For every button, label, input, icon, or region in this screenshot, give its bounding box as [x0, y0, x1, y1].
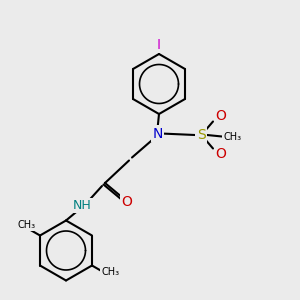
Text: CH₃: CH₃ [18, 220, 36, 230]
Text: CH₃: CH₃ [224, 131, 242, 142]
Text: O: O [215, 148, 226, 161]
Text: NH: NH [73, 199, 92, 212]
Text: S: S [196, 128, 206, 142]
Text: O: O [122, 196, 132, 209]
Text: CH₃: CH₃ [101, 267, 119, 277]
Text: O: O [215, 109, 226, 122]
Text: N: N [152, 127, 163, 140]
Text: I: I [157, 38, 161, 52]
